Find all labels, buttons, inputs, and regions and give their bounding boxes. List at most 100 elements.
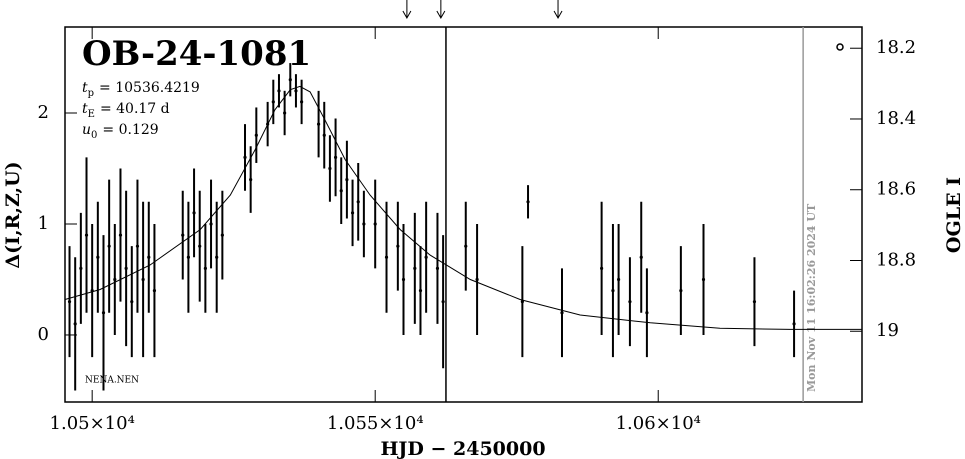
data-point [526, 200, 530, 204]
data-point [73, 322, 77, 326]
data-point [186, 255, 190, 259]
data-point [209, 222, 213, 226]
data-point [203, 266, 207, 270]
data-point [79, 266, 83, 270]
data-point [350, 211, 355, 215]
data-point [316, 122, 321, 126]
data-point [464, 244, 468, 248]
data-point [611, 288, 615, 293]
data-point [560, 311, 564, 315]
data-point [294, 89, 298, 93]
plot-frame [64, 26, 863, 403]
data-point [288, 78, 292, 82]
data-point [118, 233, 123, 237]
data-point [424, 255, 428, 259]
data-point [152, 288, 157, 293]
data-point [396, 244, 400, 248]
param-symbol: u [82, 122, 91, 138]
data-point [130, 300, 134, 304]
param-value: = 10536.4219 [99, 80, 200, 96]
chart-title: OB-24-1081 [82, 34, 311, 74]
data-point [198, 244, 202, 248]
data-point [192, 211, 196, 215]
param-symbol: t [82, 80, 88, 96]
arrow [553, 0, 563, 20]
data-point [333, 155, 338, 160]
data-point [101, 311, 106, 315]
data-point [752, 300, 757, 304]
data-point [266, 122, 270, 126]
data-point [277, 89, 281, 93]
data-point [141, 277, 145, 282]
data-point [147, 255, 151, 259]
y-tick-label: 0 [38, 324, 49, 345]
data-point [418, 288, 423, 293]
param-subscript: 0 [91, 130, 97, 141]
param-subscript: p [88, 88, 94, 99]
data-point [124, 266, 128, 270]
data-point [356, 200, 360, 204]
y2-tick-label: 18.4 [876, 108, 916, 129]
data-point [113, 277, 117, 282]
x-tick-label: 1.055×10⁴ [327, 413, 424, 434]
data-point [300, 100, 304, 104]
data-point [107, 244, 111, 248]
data-point [435, 266, 440, 270]
y-tick-label: 1 [38, 213, 49, 234]
param: u0 = 0.129 [82, 122, 159, 141]
data-point [345, 177, 349, 182]
x-tick-label: 1.06×10⁴ [616, 413, 701, 434]
model-curve [64, 85, 862, 330]
footnote: NENA.NEN [85, 376, 139, 386]
data-point [679, 288, 683, 293]
data-point [413, 266, 417, 270]
data-point [181, 233, 185, 237]
data-point [243, 155, 247, 160]
arrow [436, 0, 446, 20]
x-tick-label: 1.05×10⁴ [50, 413, 135, 434]
y2-tick-label: 18.8 [876, 249, 916, 270]
data-point [67, 300, 72, 304]
data-point [401, 277, 406, 282]
data-point [135, 244, 140, 248]
data-point [254, 133, 258, 137]
data-point [220, 233, 224, 237]
data-point [362, 222, 366, 226]
y2-tick-label: 18.6 [876, 179, 916, 200]
data-point [628, 300, 632, 304]
y2-axis-label: OGLE I [943, 177, 965, 253]
data-point [600, 266, 604, 270]
x-axis-label: HJD − 2450000 [380, 438, 545, 459]
data-point [215, 255, 219, 259]
data-point [90, 288, 94, 293]
data-point [249, 177, 253, 182]
y-tick-label: 2 [38, 102, 49, 123]
data-point [475, 277, 479, 282]
data-point [339, 189, 343, 193]
data-points [67, 63, 796, 391]
data-point [328, 166, 332, 171]
data-point [639, 255, 643, 259]
timestamp: Mon Nov 11 16:02:26 2024 UT [805, 203, 818, 392]
param-subscript: E [88, 109, 95, 120]
data-point [84, 233, 89, 237]
data-point [96, 255, 100, 259]
y2-tick-label: 19 [876, 320, 899, 341]
y2-tick-label: 18.2 [876, 37, 916, 58]
data-point [616, 277, 621, 282]
param-symbol: t [82, 101, 88, 117]
param-value: = 0.129 [102, 122, 158, 138]
data-point [441, 300, 445, 304]
data-point [271, 100, 275, 104]
data-point [792, 322, 796, 326]
param-value: = 40.17 d [100, 101, 170, 117]
data-point [520, 300, 524, 304]
data-point [373, 222, 377, 226]
arrow [402, 0, 412, 20]
legend-marker [836, 43, 844, 51]
param: tE = 40.17 d [82, 101, 170, 120]
data-point [283, 111, 287, 115]
param: tp = 10536.4219 [82, 80, 200, 99]
